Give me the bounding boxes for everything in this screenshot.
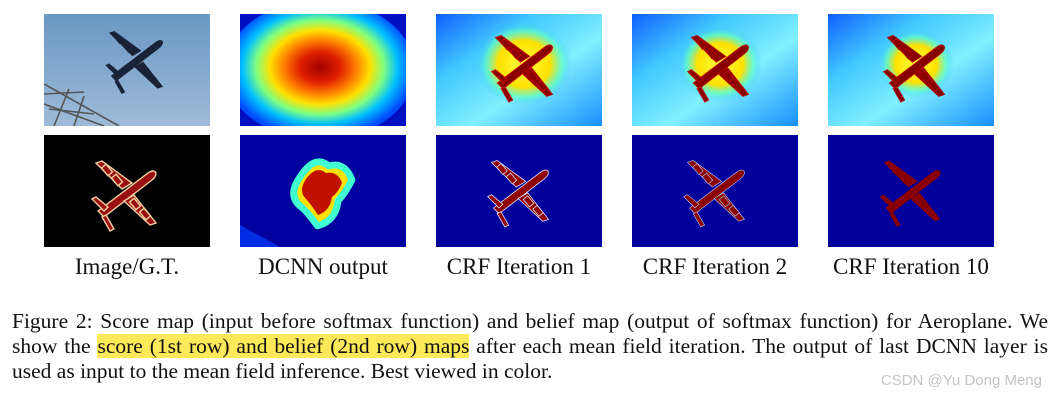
- column-label-crf1: CRF Iteration 1: [446, 254, 592, 279]
- crf2-score-map: [632, 14, 798, 126]
- column-label-image: Image/G.T.: [74, 254, 180, 279]
- crf1-belief-map: [436, 135, 602, 247]
- dcnn-score-map: [240, 14, 406, 126]
- crf2-belief-map: [632, 135, 798, 247]
- caption-text-after: after each mean field iteration. The out…: [12, 334, 1048, 383]
- ground-truth: [44, 135, 210, 247]
- column-label-dcnn: DCNN output: [258, 254, 388, 279]
- figure-grid: [44, 14, 994, 247]
- crf10-belief-map: [828, 135, 994, 247]
- crf10-score-map: [828, 14, 994, 126]
- figure-caption: Figure 2: Score map (input before softma…: [12, 309, 1048, 384]
- column-label-crf10: CRF Iteration 10: [833, 254, 989, 279]
- dcnn-belief-map: [240, 135, 406, 247]
- column-labels: Image/G.T. DCNN output CRF Iteration 1 C…: [44, 254, 994, 280]
- caption-text-before: Figure 2: Score map (input before softma…: [12, 309, 1048, 358]
- aeroplane-photo: [44, 14, 210, 126]
- image-photo: [44, 14, 210, 126]
- caption-highlight: score (1st row) and belief (2nd row) map…: [97, 334, 470, 358]
- column-label-crf2: CRF Iteration 2: [642, 254, 788, 279]
- watermark: CSDN @Yu Dong Meng: [880, 372, 1042, 389]
- crf1-score-map: [436, 14, 602, 126]
